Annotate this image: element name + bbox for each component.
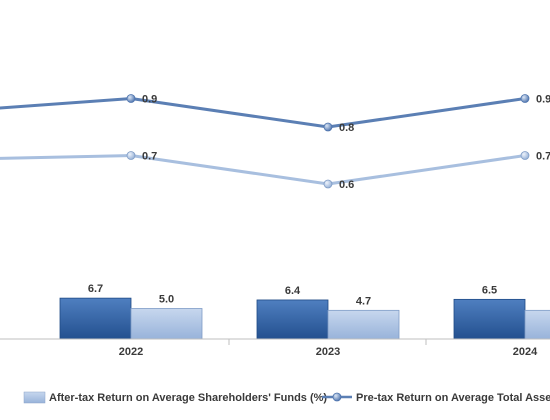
line-label-s1-2023: 0.6 bbox=[339, 179, 354, 191]
bar-s0-2023 bbox=[256, 299, 329, 340]
line-point-s0-2022 bbox=[126, 94, 136, 103]
bar-label-s0-2022: 6.7 bbox=[88, 283, 103, 295]
line-point-s0-2024 bbox=[520, 94, 530, 103]
bar-s1-2023 bbox=[327, 309, 400, 340]
line-point-s0-2023 bbox=[323, 122, 333, 132]
bar-chart: 6.7 6.4 6.5 5.0 4.7 bbox=[59, 283, 550, 340]
bar-s1-2024 bbox=[524, 309, 550, 340]
bar-label-s1-2023: 4.7 bbox=[356, 295, 371, 307]
line-label-s1-2022: 0.7 bbox=[142, 151, 157, 163]
x-tick-2024: 2024 bbox=[513, 346, 538, 358]
line-chart: 0.9 0.8 0.9 0.7 0.6 0.7 bbox=[0, 94, 550, 191]
bar-s0-2022 bbox=[59, 297, 132, 340]
line-label-s0-2023: 0.8 bbox=[339, 122, 354, 134]
bar-label-s0-2024: 6.5 bbox=[482, 284, 497, 296]
bar-label-s1-2022: 5.0 bbox=[159, 294, 174, 306]
line-label-s0-2022: 0.9 bbox=[142, 94, 157, 106]
line-point-s1-2024 bbox=[520, 151, 530, 160]
line-point-s1-2023 bbox=[323, 179, 333, 189]
line-series-0 bbox=[0, 97, 526, 129]
line-series-1 bbox=[0, 154, 526, 186]
legend: After-tax Return on Average Shareholders… bbox=[23, 391, 550, 404]
legend-label-bar: After-tax Return on Average Shareholders… bbox=[49, 392, 327, 404]
legend-swatch-bar bbox=[23, 391, 46, 404]
bar-s1-2022 bbox=[130, 308, 203, 340]
line-point-s1-2022 bbox=[126, 151, 136, 160]
bar-label-s0-2023: 6.4 bbox=[285, 285, 301, 297]
line-label-s0-2024: 0.9 bbox=[536, 94, 550, 106]
x-axis-ticks: 2022 2023 2024 bbox=[119, 339, 538, 358]
x-tick-2022: 2022 bbox=[119, 346, 143, 358]
bar-s0-2024 bbox=[453, 298, 526, 340]
legend-swatch-marker bbox=[332, 392, 342, 402]
legend-label-line: Pre-tax Return on Average Total Assets (… bbox=[356, 392, 550, 404]
x-tick-2023: 2023 bbox=[316, 346, 340, 358]
line-label-s1-2024: 0.7 bbox=[536, 151, 550, 163]
